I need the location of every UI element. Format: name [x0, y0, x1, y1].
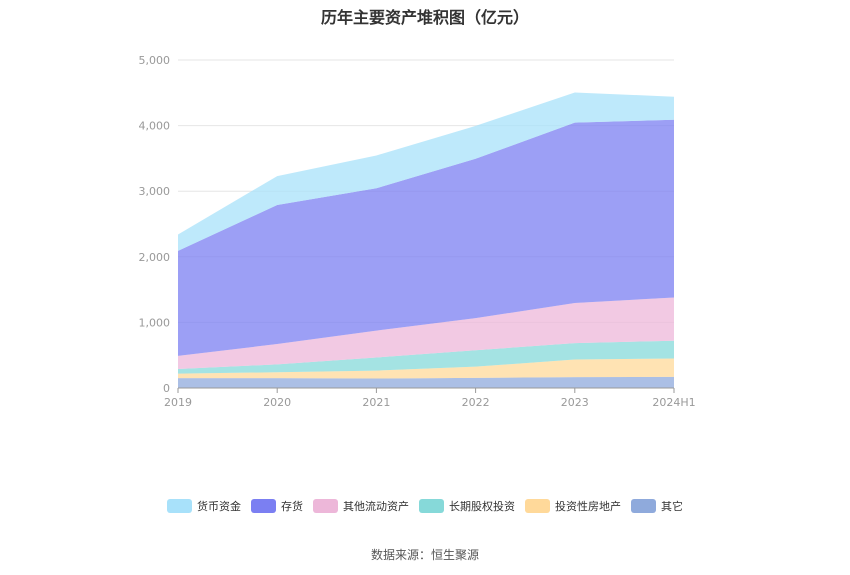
- area-series-其它[interactable]: [178, 376, 674, 388]
- y-tick-label: 5,000: [139, 54, 171, 67]
- legend-label: 其他流动资产: [343, 499, 409, 513]
- x-tick-label: 2021: [362, 396, 390, 409]
- x-tick-label: 2020: [263, 396, 291, 409]
- source-note: 数据来源：恒生聚源: [370, 548, 479, 562]
- legend-item-投资性房地产[interactable]: 投资性房地产: [525, 499, 621, 513]
- legend-swatch: [419, 499, 444, 513]
- legend-label: 其它: [661, 499, 683, 513]
- area-series-长期股权投资[interactable]: [178, 340, 674, 374]
- area-series-group: [178, 92, 674, 388]
- y-tick-label: 0: [163, 382, 170, 395]
- area-series-其他流动资产[interactable]: [178, 297, 674, 369]
- legend-swatch: [525, 499, 550, 513]
- legend-item-其他流动资产[interactable]: 其他流动资产: [313, 499, 409, 513]
- y-tick-label: 1,000: [139, 316, 171, 329]
- legend[interactable]: 货币资金 存货 其他流动资产 长期股权投资 投资性房地产 其它: [167, 499, 683, 513]
- legend-label: 货币资金: [197, 499, 241, 513]
- legend-item-存货[interactable]: 存货: [251, 499, 303, 513]
- legend-item-货币资金[interactable]: 货币资金: [167, 499, 241, 513]
- legend-label: 存货: [281, 499, 303, 513]
- legend-label: 投资性房地产: [555, 499, 621, 513]
- area-series-存货[interactable]: [178, 119, 674, 356]
- y-tick-label: 4,000: [139, 120, 171, 133]
- legend-swatch: [631, 499, 656, 513]
- area-series-投资性房地产[interactable]: [178, 358, 674, 379]
- legend-label: 长期股权投资: [449, 499, 515, 513]
- area-series-货币资金[interactable]: [178, 92, 674, 251]
- chart-title: 历年主要资产堆积图（亿元）: [320, 8, 529, 27]
- x-tick-label: 2023: [561, 396, 589, 409]
- x-tick-label: 2024H1: [652, 396, 695, 409]
- legend-swatch: [167, 499, 192, 513]
- legend-swatch: [251, 499, 276, 513]
- x-tick-label: 2022: [462, 396, 490, 409]
- axes: 0 1,000 2,000 3,000 4,000 5,000 2019 2020 2021 20…: [139, 54, 696, 409]
- y-tick-label: 2,000: [139, 251, 171, 264]
- x-tick-label: 2019: [164, 396, 192, 409]
- legend-item-其它[interactable]: 其它: [631, 499, 683, 513]
- legend-swatch: [313, 499, 338, 513]
- legend-item-长期股权投资[interactable]: 长期股权投资: [419, 499, 515, 513]
- y-tick-label: 3,000: [139, 185, 171, 198]
